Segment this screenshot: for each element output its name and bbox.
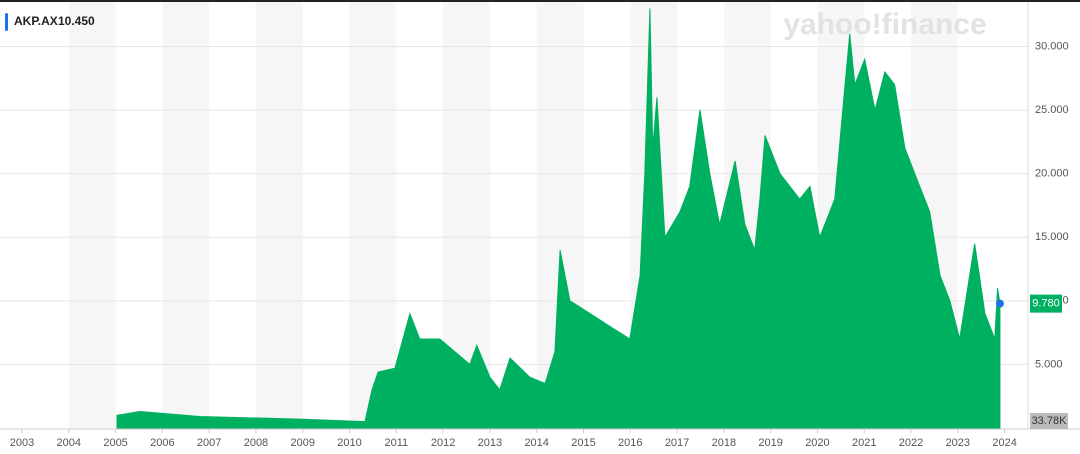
x-tick-label: 2018 (712, 437, 736, 449)
y-tick-label: 5.000 (1035, 358, 1063, 370)
x-tick-label: 2006 (150, 437, 174, 449)
year-stripe (68, 2, 116, 428)
x-tick-label: 2015 (571, 437, 595, 449)
x-tick-label: 2010 (337, 437, 361, 449)
year-stripe (162, 2, 210, 428)
x-tick-label: 2014 (524, 437, 548, 449)
watermark: yahoo!finance (783, 8, 986, 41)
x-tick-label: 2022 (899, 437, 923, 449)
year-stripe (255, 2, 303, 428)
header-marker (5, 13, 8, 31)
x-tick-label: 2013 (478, 437, 502, 449)
x-tick-label: 2016 (618, 437, 642, 449)
header-symbol: AKP.AX (14, 14, 58, 28)
x-tick-label: 2004 (57, 437, 81, 449)
volume-label: 33.78K (1032, 415, 1068, 427)
x-tick-label: 2007 (197, 437, 221, 449)
last-value-label: 9.780 (1032, 298, 1060, 310)
y-tick-label: 15.000 (1035, 231, 1069, 243)
x-tick-label: 2005 (103, 437, 127, 449)
x-tick-label: 2011 (384, 437, 408, 449)
x-tick-label: 2017 (665, 437, 689, 449)
header-quote: 10.450 (58, 14, 95, 28)
year-stripe (349, 2, 397, 428)
y-tick-label: 25.000 (1035, 104, 1069, 116)
y-tick-label: 30.000 (1035, 40, 1069, 52)
x-tick-label: 2009 (290, 437, 314, 449)
last-point (995, 299, 1004, 308)
x-tick-label: 2024 (992, 437, 1016, 449)
top-border (0, 0, 1080, 2)
x-tick-label: 2008 (244, 437, 268, 449)
x-tick-label: 2023 (946, 437, 970, 449)
y-tick-label: 20.000 (1035, 168, 1069, 180)
x-tick-label: 2003 (10, 437, 34, 449)
last-value-box (1030, 294, 1062, 313)
x-tick-label: 2012 (431, 437, 455, 449)
x-tick-label: 2019 (758, 437, 782, 449)
price-area (116, 8, 1001, 429)
x-tick-label: 2020 (805, 437, 829, 449)
volume-box (1030, 413, 1068, 429)
x-tick-label: 2021 (852, 437, 876, 449)
